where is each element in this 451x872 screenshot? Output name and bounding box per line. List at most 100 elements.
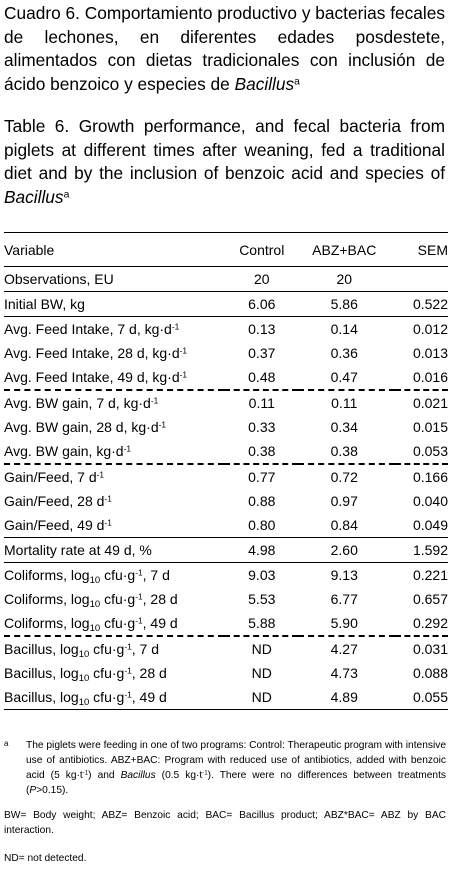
- label-text: Avg. BW gain, kg·d: [4, 443, 124, 459]
- abz-bac-value: 9.13: [297, 562, 395, 587]
- fn-italic: P: [29, 785, 37, 796]
- label-text: cfu·g: [100, 591, 136, 607]
- label-text: Avg. Feed Intake, 7 d, kg·d: [4, 321, 172, 337]
- footnote-mark: a: [4, 739, 9, 748]
- row-label: Mortality rate at 49 d, %: [4, 537, 224, 563]
- fn-italic: Bacillus: [120, 770, 156, 781]
- row-label: Avg. BW gain, kg·d-1: [4, 439, 224, 464]
- sem-value: 0.292: [412, 615, 448, 631]
- label-sub: 10: [89, 598, 101, 610]
- label-sup: -1: [135, 567, 143, 578]
- label-sup: -1: [124, 665, 132, 676]
- abz-bac-value: 4.27: [297, 635, 395, 661]
- table-row: Gain/Feed, 28 d-1 0.88 0.97 0.040: [4, 489, 448, 513]
- label-text: cfu·g: [89, 641, 125, 657]
- label-sub: 10: [78, 696, 90, 708]
- label-sup: -1: [135, 591, 143, 602]
- label-sup: -1: [124, 641, 132, 652]
- table-header-row: Variable Control ABZ+BAC SEM: [4, 232, 448, 267]
- label-text: Coliforms, log: [4, 591, 90, 607]
- table-row: Bacillus, log10 cfu·g-1, 28 d ND 4.73 0.…: [4, 661, 448, 685]
- table-row: Gain/Feed, 7 d-1 0.77 0.72 0.166: [4, 463, 448, 489]
- abz-bac-value: 0.34: [330, 419, 358, 435]
- table-row: Avg. BW gain, 7 d, kg·d-1 0.11 0.11 0.02…: [4, 389, 448, 415]
- row-label: Initial BW, kg: [4, 291, 224, 317]
- row-label: Bacillus, log10 cfu·g-1, 7 d: [4, 635, 224, 661]
- table-row: Bacillus, log10 cfu·g-1, 49 d ND 4.89 0.…: [4, 685, 448, 710]
- table-row: Avg. BW gain, 28 d, kg·d-1 0.33 0.34 0.0…: [4, 415, 448, 439]
- sem-value: 0.657: [412, 591, 448, 607]
- label-text: cfu·g: [100, 567, 136, 583]
- control-value: 20: [223, 266, 298, 292]
- table-row: Mortality rate at 49 d, % 4.98 2.60 1.59…: [4, 537, 448, 563]
- sem-value: 0.016: [412, 369, 448, 385]
- title-es-italic: Bacillus: [234, 73, 295, 94]
- label-text: Coliforms, log: [4, 567, 90, 583]
- fn-sup: -1: [82, 769, 89, 777]
- table-row: Avg. Feed Intake, 7 d, kg·d-1 0.13 0.14 …: [4, 316, 448, 341]
- header-variable: Variable: [4, 232, 224, 267]
- table-row: Avg. Feed Intake, 28 d, kg·d-1 0.37 0.36…: [4, 341, 448, 365]
- label-text: , 7 d: [131, 641, 160, 657]
- label-sup: -1: [96, 469, 105, 480]
- row-label: Avg. Feed Intake, 7 d, kg·d-1: [4, 316, 224, 341]
- title-en-italic: Bacillus: [4, 186, 64, 207]
- label-text: , 7 d: [142, 567, 170, 583]
- abz-bac-value: 4.73: [330, 665, 358, 681]
- fn-text: The piglets were feeding in one of two p…: [26, 740, 446, 781]
- control-value: 0.88: [248, 493, 276, 509]
- sem-value: 0.221: [394, 562, 448, 587]
- abz-bac-value: 5.86: [297, 291, 395, 317]
- sem-value: 0.013: [412, 345, 448, 361]
- abz-bac-value: 0.14: [297, 316, 395, 341]
- abz-bac-value: 20: [297, 266, 395, 292]
- label-sub: 10: [78, 648, 90, 660]
- table-row: Bacillus, log10 cfu·g-1, 7 d ND 4.27 0.0…: [4, 635, 448, 661]
- control-value: 0.80: [248, 517, 276, 533]
- abz-bac-value: 0.11: [297, 389, 395, 415]
- table-row: Avg. Feed Intake, 49 d, kg·d-1 0.48 0.47…: [4, 365, 448, 390]
- label-text: Avg. Feed Intake, 49 d, kg·d: [4, 369, 180, 385]
- table-row: Coliforms, log10 cfu·g-1, 28 d 5.53 6.77…: [4, 587, 448, 611]
- control-value: 0.11: [223, 389, 298, 415]
- label-sup: -1: [104, 493, 112, 504]
- row-label: Observations, EU: [4, 266, 224, 292]
- abz-bac-value: 0.47: [330, 369, 358, 385]
- label-sup: -1: [179, 369, 188, 380]
- table-row: Initial BW, kg 6.06 5.86 0.522: [4, 291, 448, 317]
- control-value: 9.03: [223, 562, 298, 587]
- footnote-nd: ND= not detected.: [4, 853, 87, 864]
- abz-bac-value: 0.72: [297, 463, 395, 489]
- row-label: Coliforms, log10 cfu·g-1, 7 d: [4, 562, 224, 587]
- title-es-text: Cuadro 6. Comportamiento productivo y ba…: [4, 3, 445, 94]
- title-en-sup: a: [63, 188, 70, 200]
- abz-bac-value: 5.90: [330, 615, 358, 631]
- label-text: Gain/Feed, 7 d: [4, 469, 97, 485]
- label-sup: -1: [123, 443, 132, 454]
- table-row: Coliforms, log10 cfu·g-1, 7 d 9.03 9.13 …: [4, 562, 448, 587]
- abz-bac-value: 6.77: [330, 591, 358, 607]
- label-sup: -1: [179, 345, 188, 356]
- label-text: Gain/Feed, 49 d: [4, 517, 105, 533]
- sem-value: 0.049: [412, 517, 448, 533]
- row-label: Avg. Feed Intake, 28 d, kg·d-1: [4, 341, 224, 365]
- label-text: Gain/Feed, 28 d: [4, 493, 105, 509]
- sem-value: 0.015: [412, 419, 448, 435]
- label-text: cfu·g: [100, 615, 136, 631]
- row-label: Gain/Feed, 49 d-1: [4, 513, 224, 538]
- header-control: Control: [223, 232, 298, 267]
- table-row: Gain/Feed, 49 d-1 0.80 0.84 0.049: [4, 513, 448, 538]
- control-value: 4.98: [223, 537, 298, 563]
- abz-bac-value: 0.38: [330, 443, 358, 459]
- label-sup: -1: [171, 321, 180, 332]
- label-text: , 28 d: [131, 665, 167, 681]
- control-value: 5.88: [248, 615, 276, 631]
- table-title-english: Table 6. Growth performance, and fecal b…: [4, 115, 445, 209]
- control-value: 0.48: [248, 369, 276, 385]
- sem-value: 0.088: [412, 665, 448, 681]
- label-text: Avg. Feed Intake, 28 d, kg·d: [4, 345, 180, 361]
- footnote-abbreviations: BW= Body weight; ABZ= Benzoic acid; BAC=…: [4, 810, 446, 836]
- row-label: Bacillus, log10 cfu·g-1, 28 d: [4, 661, 224, 685]
- table-title-spanish: Cuadro 6. Comportamiento productivo y ba…: [4, 2, 445, 96]
